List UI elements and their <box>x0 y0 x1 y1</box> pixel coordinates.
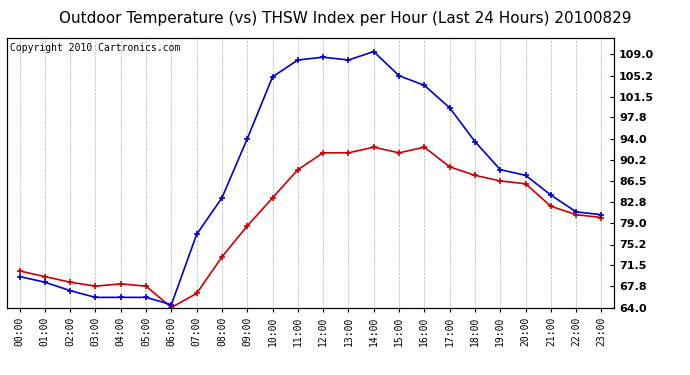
Text: Copyright 2010 Cartronics.com: Copyright 2010 Cartronics.com <box>10 43 180 53</box>
Text: Outdoor Temperature (vs) THSW Index per Hour (Last 24 Hours) 20100829: Outdoor Temperature (vs) THSW Index per … <box>59 11 631 26</box>
